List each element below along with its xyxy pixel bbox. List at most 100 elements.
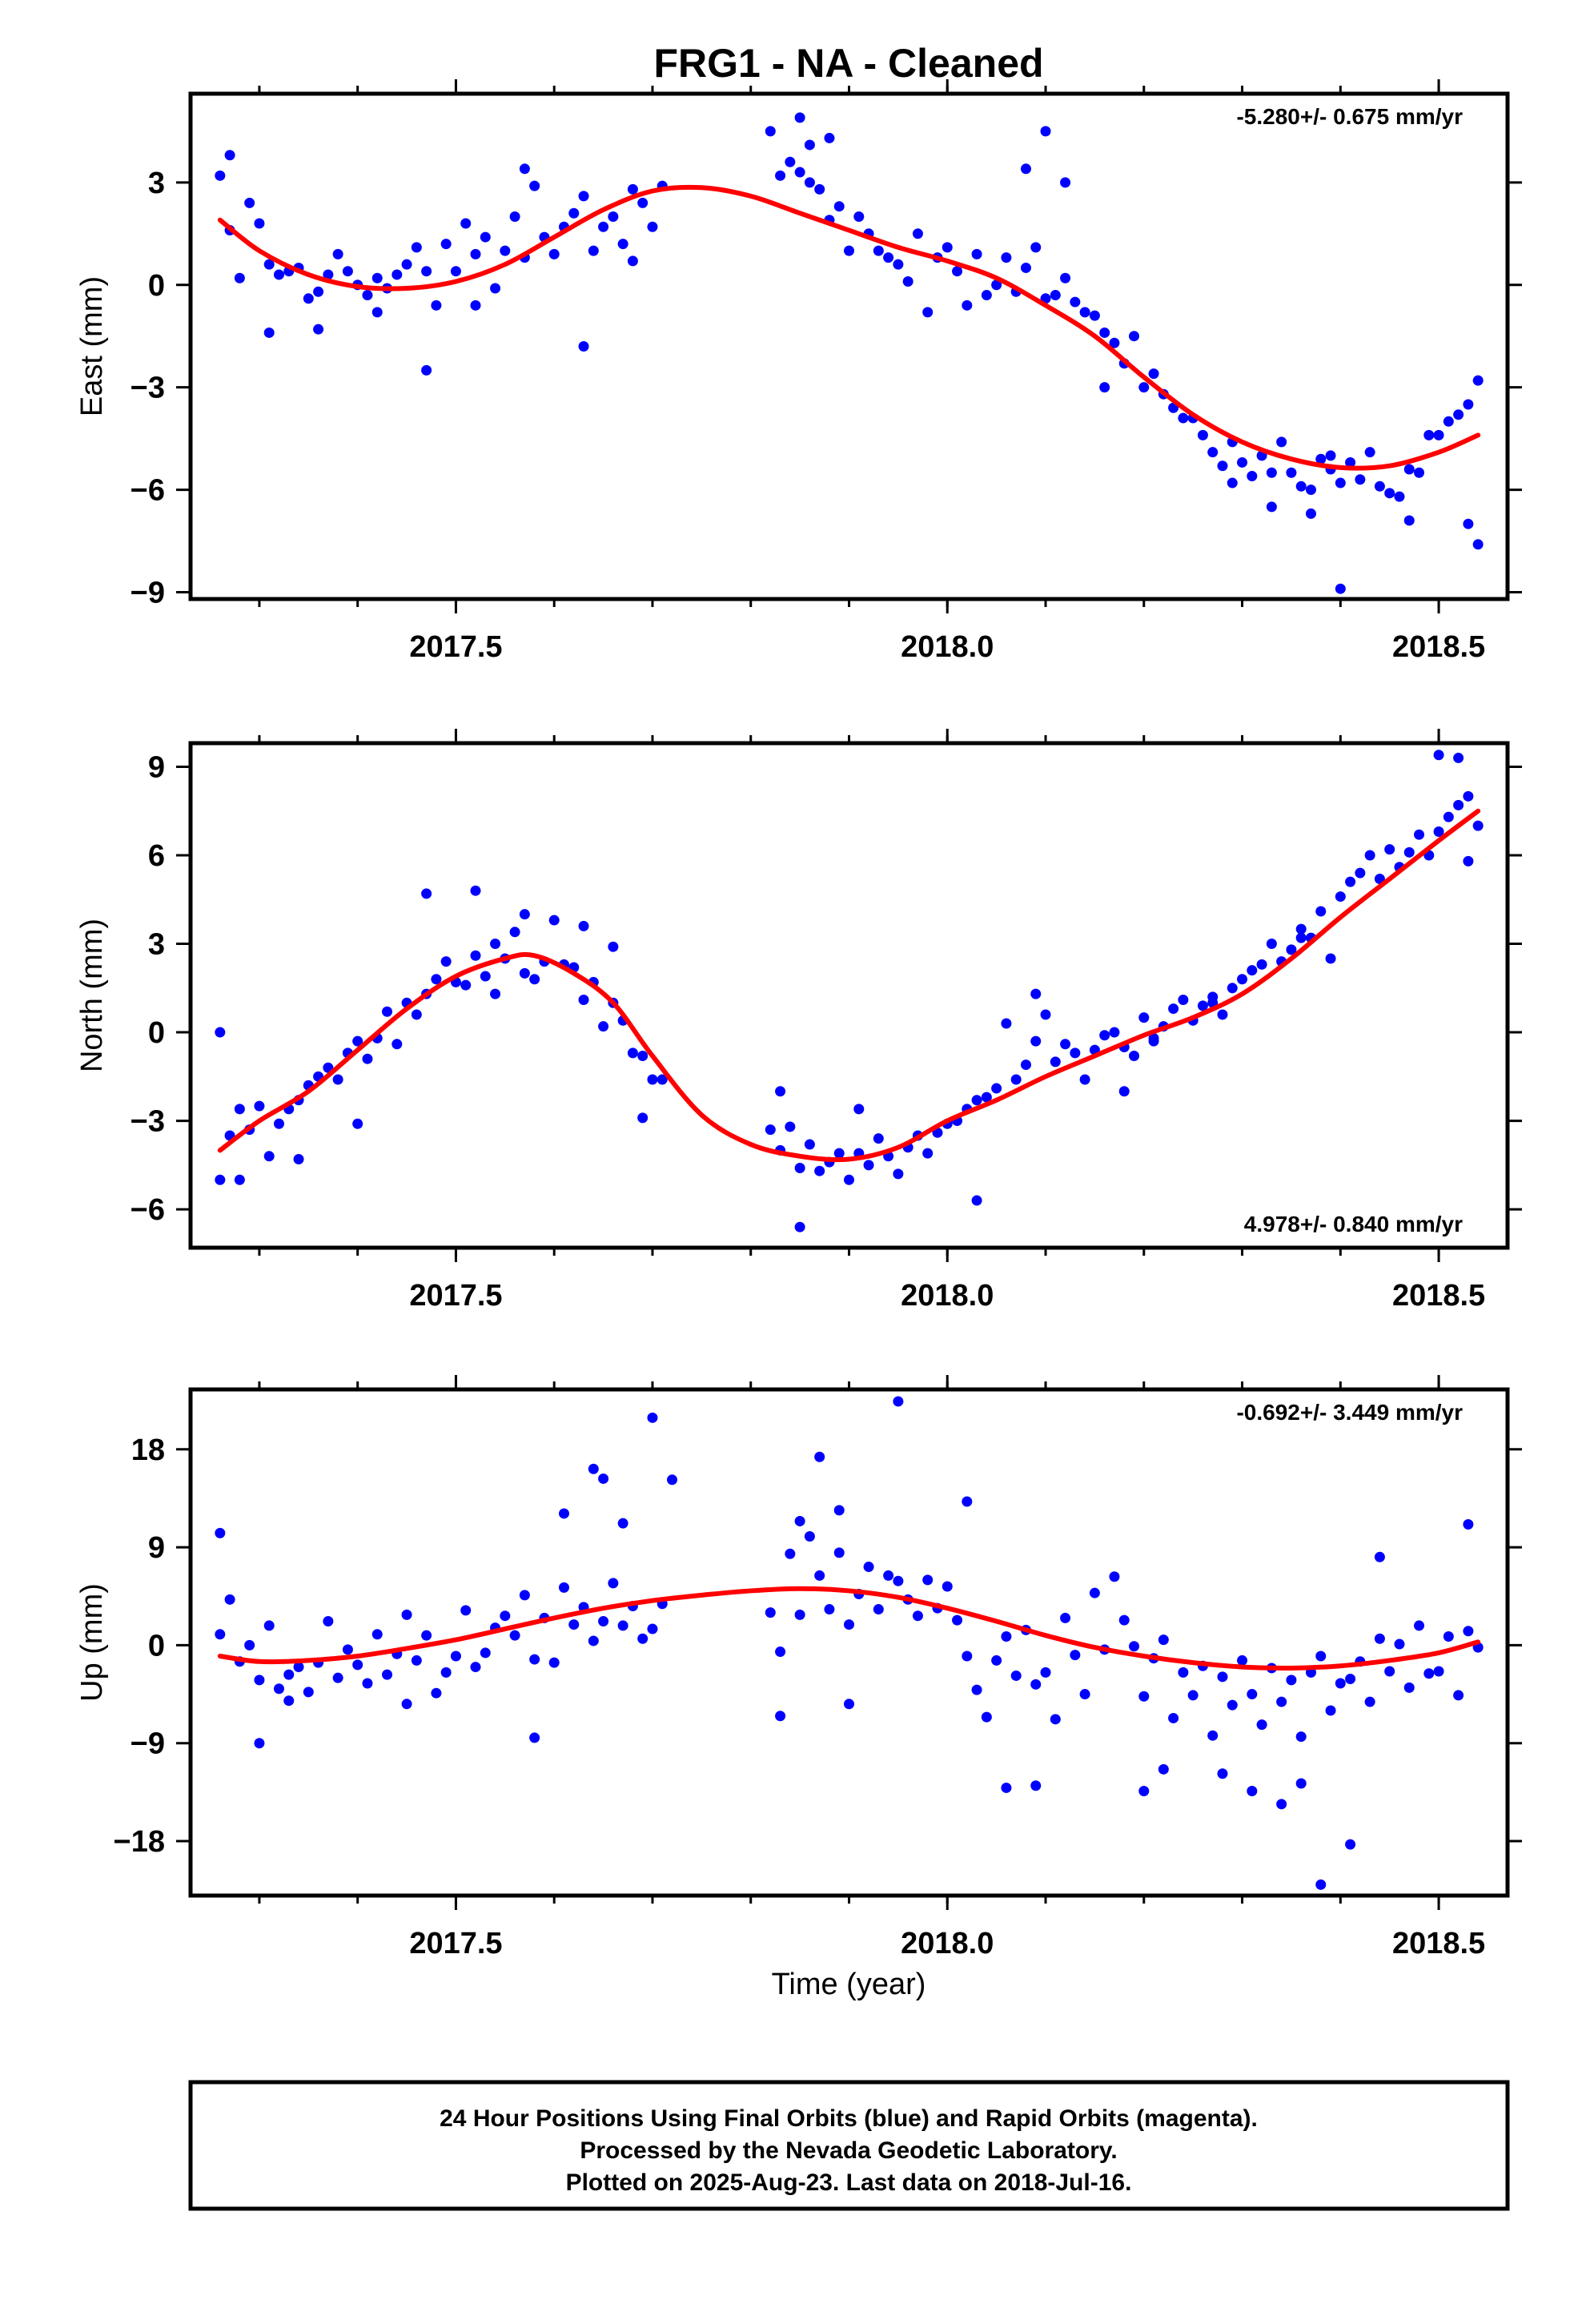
up-data-point bbox=[1364, 1696, 1375, 1707]
east-data-point bbox=[804, 139, 815, 151]
east-data-point bbox=[962, 300, 973, 311]
north-data-point bbox=[1463, 855, 1474, 866]
up-data-point bbox=[981, 1711, 992, 1723]
east-data-point bbox=[1295, 480, 1307, 492]
north-data-point bbox=[490, 988, 501, 999]
up-data-point bbox=[323, 1615, 334, 1626]
east-data-point bbox=[1276, 436, 1287, 448]
up-data-point bbox=[529, 1732, 540, 1743]
north-data-point bbox=[863, 1160, 874, 1171]
north-data-point bbox=[647, 1074, 658, 1085]
up-data-point bbox=[352, 1659, 363, 1671]
north-fit-curve bbox=[217, 808, 1481, 1163]
north-data-point bbox=[1010, 1074, 1022, 1085]
up-data-point bbox=[814, 1570, 825, 1581]
up-data-point bbox=[558, 1508, 569, 1519]
east-data-point bbox=[1247, 471, 1258, 482]
north-y-tick-label: −6 bbox=[130, 1193, 165, 1227]
east-data-point bbox=[794, 112, 805, 123]
east-data-point bbox=[1266, 467, 1277, 478]
up-data-point bbox=[794, 1609, 805, 1620]
up-data-point bbox=[647, 1623, 658, 1634]
east-data-point bbox=[912, 228, 923, 239]
east-data-point bbox=[1001, 252, 1012, 263]
north-data-point bbox=[1168, 1003, 1179, 1015]
east-data-point bbox=[1403, 515, 1415, 526]
north-data-point bbox=[1030, 988, 1042, 999]
east-data-point bbox=[1325, 450, 1336, 461]
north-data-point bbox=[273, 1118, 284, 1129]
up-data-point bbox=[598, 1473, 609, 1484]
up-data-point bbox=[450, 1651, 461, 1662]
up-data-point bbox=[529, 1654, 540, 1665]
east-data-point bbox=[873, 245, 884, 256]
north-data-point bbox=[382, 1006, 393, 1017]
east-data-point bbox=[1305, 485, 1316, 496]
east-data-point bbox=[627, 183, 638, 195]
north-data-point bbox=[1217, 1009, 1228, 1020]
east-data-point bbox=[1148, 368, 1159, 380]
up-data-point bbox=[362, 1678, 373, 1689]
north-data-point bbox=[578, 995, 589, 1006]
north-data-point bbox=[362, 1053, 373, 1064]
east-data-point bbox=[1079, 307, 1090, 318]
up-y-tick-label: −18 bbox=[114, 1825, 165, 1859]
up-data-point bbox=[942, 1581, 953, 1592]
north-data-point bbox=[1433, 750, 1444, 761]
east-x-tick-label: 2017.5 bbox=[409, 630, 502, 664]
north-data-point bbox=[234, 1174, 245, 1185]
north-data-point bbox=[1040, 1009, 1051, 1020]
north-data-point bbox=[1295, 932, 1307, 943]
east-data-point bbox=[1433, 429, 1444, 440]
north-data-point bbox=[1315, 906, 1327, 917]
east-data-point bbox=[833, 201, 845, 212]
up-data-point bbox=[1129, 1641, 1140, 1652]
east-data-point bbox=[598, 221, 609, 232]
up-data-point bbox=[893, 1575, 904, 1586]
up-data-point bbox=[833, 1547, 845, 1558]
up-data-point bbox=[873, 1604, 884, 1615]
north-data-point bbox=[1472, 820, 1484, 831]
east-data-point bbox=[1286, 467, 1297, 478]
north-data-point bbox=[1079, 1074, 1090, 1085]
north-y-tick-label: 0 bbox=[148, 1016, 165, 1050]
east-data-point bbox=[1129, 331, 1140, 342]
east-data-point bbox=[371, 307, 383, 318]
up-data-point bbox=[952, 1614, 963, 1626]
east-data-point bbox=[421, 364, 432, 376]
east-data-point bbox=[1099, 327, 1110, 338]
north-rate-annotation: 4.978+/- 0.840 mm/yr bbox=[1244, 1212, 1463, 1236]
north-data-point bbox=[519, 909, 530, 920]
up-data-point bbox=[637, 1633, 648, 1644]
up-data-point bbox=[411, 1655, 422, 1666]
north-data-point bbox=[873, 1133, 884, 1144]
east-data-point bbox=[1414, 467, 1425, 478]
east-data-point bbox=[853, 211, 865, 222]
north-data-point bbox=[1118, 1086, 1130, 1097]
up-data-point bbox=[785, 1548, 796, 1559]
east-data-point bbox=[1266, 501, 1277, 513]
up-data-point bbox=[1403, 1682, 1415, 1693]
east-data-point bbox=[922, 307, 934, 318]
up-data-point bbox=[500, 1610, 511, 1622]
north-data-point bbox=[1099, 1030, 1110, 1041]
north-y-tick-label: 3 bbox=[148, 928, 165, 962]
east-data-point bbox=[765, 126, 776, 137]
up-data-point bbox=[883, 1570, 894, 1581]
up-data-point bbox=[608, 1578, 619, 1589]
north-data-point bbox=[293, 1153, 304, 1164]
east-x-tick-label: 2018.5 bbox=[1392, 630, 1485, 664]
north-data-point bbox=[1109, 1027, 1120, 1038]
east-y-tick-label: 0 bbox=[148, 269, 165, 303]
up-data-point bbox=[293, 1662, 304, 1673]
up-data-point bbox=[1315, 1651, 1327, 1662]
north-data-point bbox=[775, 1086, 786, 1097]
up-y-tick-label: 18 bbox=[131, 1433, 165, 1467]
east-data-point bbox=[1099, 382, 1110, 393]
east-data-point bbox=[1030, 242, 1042, 253]
east-data-point bbox=[1355, 474, 1366, 485]
east-data-point bbox=[450, 266, 461, 277]
north-data-point bbox=[1070, 1047, 1081, 1059]
east-data-point bbox=[578, 191, 589, 202]
